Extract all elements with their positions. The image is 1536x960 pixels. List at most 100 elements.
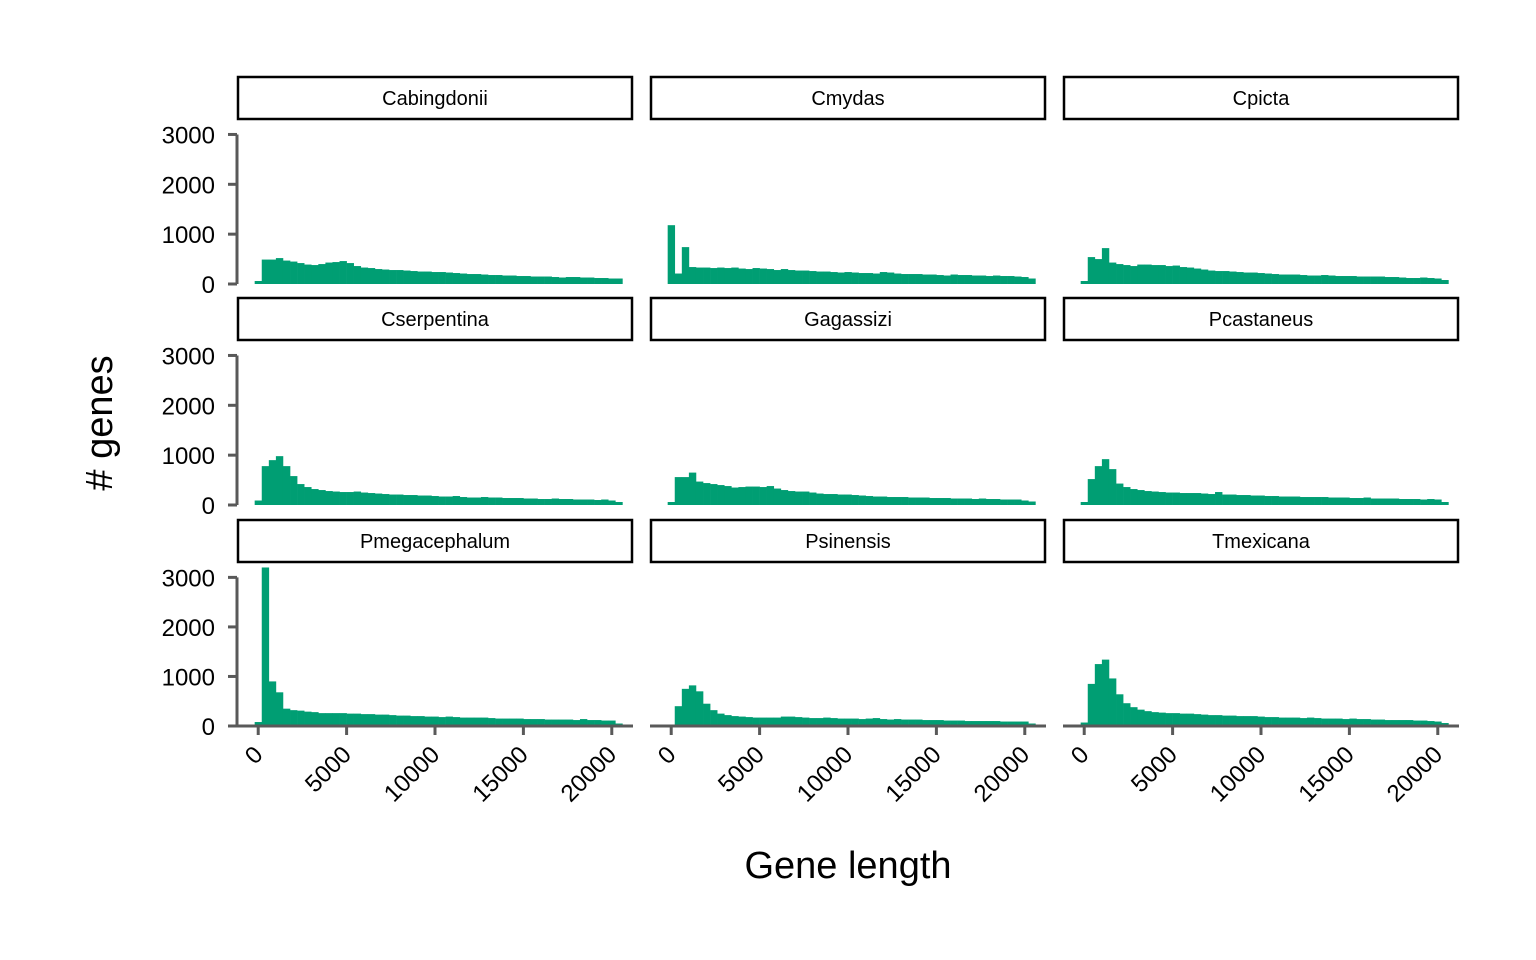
histogram-bar (1144, 491, 1152, 505)
histogram-bar (1087, 683, 1096, 726)
histogram-bar (794, 717, 803, 726)
histogram-bar (579, 499, 588, 505)
histogram-bar (1413, 720, 1421, 726)
y-tick-label: 2000 (162, 172, 215, 199)
histogram-bar (816, 271, 824, 284)
histogram-bar (1130, 266, 1138, 284)
histogram-bar (1321, 497, 1329, 505)
histogram-bar (1193, 714, 1202, 726)
histogram-bar (290, 710, 298, 726)
x-tick-label: 5000 (713, 741, 770, 798)
histogram-bar (1356, 276, 1364, 284)
histogram-bar (1000, 721, 1008, 726)
histogram-bar (957, 720, 965, 726)
histogram-bar (1243, 495, 1251, 505)
histogram-bar (1007, 721, 1015, 726)
facet-strip-label: Tmexicana (1212, 531, 1311, 553)
histogram-bars (1080, 459, 1449, 505)
x-tick-label: 0 (240, 741, 269, 770)
x-tick-label: 20000 (556, 741, 622, 807)
histogram-bar (516, 498, 524, 505)
x-tick-label: 0 (1066, 741, 1095, 770)
histogram-bar (325, 713, 333, 726)
histogram-bar (1021, 277, 1029, 284)
facet-strip-label: Pcastaneus (1209, 309, 1314, 331)
facet-panel-cmydas: Cmydas (649, 75, 1047, 284)
histogram-bar (495, 497, 503, 505)
histogram-bar (865, 496, 874, 505)
histogram-bar (879, 719, 888, 726)
histogram-bars (1080, 659, 1449, 726)
y-tick-label: 0 (202, 272, 215, 299)
histogram-bar (1271, 274, 1279, 284)
x-tick-label: 10000 (792, 741, 858, 807)
histogram-bar (1229, 715, 1237, 726)
histogram-bar (523, 276, 531, 284)
histogram-bar (452, 496, 461, 505)
histogram-bar (830, 272, 838, 284)
histogram-bar (681, 247, 690, 284)
histogram-bar (1021, 500, 1029, 505)
x-tick-label: 10000 (379, 741, 445, 807)
histogram-bar (752, 717, 760, 726)
histogram-bar (1123, 487, 1131, 505)
histogram-bar (615, 502, 623, 505)
histogram-bar (1080, 502, 1089, 505)
histogram-bar (731, 716, 739, 726)
histogram-bar (780, 269, 789, 284)
y-tick-label: 3000 (162, 122, 215, 149)
histogram-bar (823, 717, 831, 726)
histogram-bar (1123, 265, 1131, 284)
histogram-bar (325, 491, 333, 505)
histogram-bar (1335, 497, 1343, 505)
histogram-bar (1420, 720, 1428, 726)
histogram-bar (886, 719, 895, 726)
histogram-bar (1391, 498, 1400, 505)
histogram-bar (1130, 707, 1138, 726)
histogram-bar (502, 718, 510, 726)
histogram-bar (816, 493, 824, 505)
y-tick-label: 1000 (162, 664, 215, 691)
histogram-bar (1007, 276, 1015, 284)
histogram-bar (985, 721, 994, 726)
histogram-bar (1328, 718, 1336, 726)
histogram-bar (396, 270, 404, 284)
histogram-bar (530, 498, 538, 505)
histogram-bar (1087, 479, 1096, 505)
histogram-bar (594, 500, 602, 505)
histogram-bar (773, 717, 782, 726)
histogram-bar (360, 267, 369, 284)
histogram-bar (1151, 265, 1159, 284)
facet-panels: Cabingdonii 0 1000 2000 3000 Cmydas Cpicta Cser… (162, 75, 1460, 807)
histogram-bar (1377, 719, 1386, 726)
facet-strip (1062, 518, 1460, 564)
histogram-bar (1427, 721, 1435, 726)
histogram-bar (1116, 483, 1124, 505)
histogram-bar (466, 274, 475, 284)
histogram-bar (1306, 497, 1315, 505)
histogram-bar (1306, 717, 1315, 726)
histogram-bar (1299, 497, 1308, 505)
histogram-bar (830, 718, 838, 726)
histogram-bar (1370, 498, 1378, 505)
histogram-bar (1101, 248, 1110, 284)
histogram-bar (851, 718, 859, 726)
histogram-bar (565, 719, 574, 726)
histogram-bar (304, 711, 312, 726)
histogram-bar (695, 481, 704, 505)
histogram-bar (1130, 489, 1138, 505)
histogram-bar (282, 260, 291, 284)
histogram-bar (1021, 721, 1029, 726)
histogram-bar (615, 278, 623, 284)
histogram-bar (886, 272, 895, 284)
histogram-bar (759, 487, 767, 505)
histogram-bar (1116, 694, 1124, 726)
histogram-bar (1363, 276, 1371, 284)
histogram-bar (1080, 281, 1089, 284)
histogram-bar (1405, 499, 1414, 505)
histogram-bar (1328, 275, 1336, 284)
histogram-bar (766, 486, 775, 505)
histogram-bar (1292, 717, 1301, 726)
histogram-bar (851, 495, 859, 505)
histogram-bar (724, 715, 732, 726)
